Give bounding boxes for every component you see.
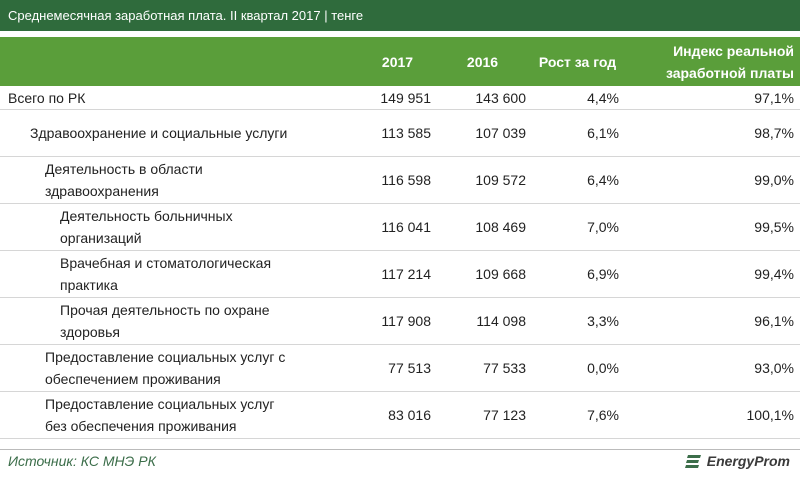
logo: EnergyProm (684, 453, 790, 469)
row-label-cell: Предоставление социальных услуг без обес… (0, 391, 360, 439)
value-cell: 6,4% (530, 156, 625, 204)
row-label-cell: Предоставление социальных услуг с обеспе… (0, 344, 360, 392)
value-cell: 6,1% (530, 109, 625, 157)
row-label: Предоставление социальных услуг с обеспе… (45, 349, 286, 387)
value-cell: 113 585 (360, 109, 435, 157)
value-cell: 100,1% (625, 391, 800, 439)
value-cell: 99,0% (625, 156, 800, 204)
table-row: Прочая деятельность по охране здоровья 11… (0, 297, 800, 345)
value-cell: 99,4% (625, 250, 800, 298)
row-label: Здравоохранение и социальные услуги (30, 125, 288, 141)
table-row: Деятельность больничных организаций 116 0… (0, 203, 800, 251)
value-cell: 149 951 (360, 86, 435, 110)
value-cell: 116 041 (360, 203, 435, 251)
value-cell: 143 600 (435, 86, 530, 110)
value-cell: 93,0% (625, 344, 800, 392)
row-label-cell: Деятельность больничных организаций (0, 203, 360, 251)
row-label: Деятельность в области здравоохранения (45, 161, 203, 199)
table-body: Всего по РК 149 951 143 600 4,4% 97,1% Здраво… (0, 86, 800, 439)
table-row: Предоставление социальных услуг с обеспе… (0, 344, 800, 392)
value-cell: 116 598 (360, 156, 435, 204)
table-row: Здравоохранение и социальные услуги 113 5… (0, 109, 800, 157)
value-cell: 97,1% (625, 86, 800, 110)
value-cell: 114 098 (435, 297, 530, 345)
header-row: 2017 2016 Рост за год Индекс реальной зараб… (0, 37, 800, 86)
table-row: Предоставление социальных услуг без обес… (0, 391, 800, 439)
column-header: Индекс реальной заработной платы (625, 37, 800, 86)
value-cell: 6,9% (530, 250, 625, 298)
row-label-cell: Здравоохранение и социальные услуги (0, 109, 360, 157)
row-label: Врачебная и стоматологическая практика (60, 255, 272, 293)
column-header: Рост за год (530, 37, 625, 86)
row-label-cell: Врачебная и стоматологическая практика (0, 250, 360, 298)
data-table: 2017 2016 Рост за год Индекс реальной зараб… (0, 37, 800, 439)
column-header: 2016 (435, 37, 530, 86)
row-label: Всего по РК (8, 89, 86, 106)
value-cell: 117 908 (360, 297, 435, 345)
header-corner (0, 37, 360, 86)
value-cell: 7,0% (530, 203, 625, 251)
value-cell: 117 214 (360, 250, 435, 298)
value-cell: 98,7% (625, 109, 800, 157)
row-label: Деятельность больничных организаций (60, 208, 233, 246)
value-cell: 83 016 (360, 391, 435, 439)
value-cell: 77 513 (360, 344, 435, 392)
value-cell: 99,5% (625, 203, 800, 251)
footer-rule (0, 449, 800, 450)
logo-icon (684, 455, 701, 468)
value-cell: 108 469 (435, 203, 530, 251)
value-cell: 107 039 (435, 109, 530, 157)
row-label-cell: Всего по РК (0, 86, 360, 110)
column-header: 2017 (360, 37, 435, 86)
table-row: Всего по РК 149 951 143 600 4,4% 97,1% (0, 86, 800, 110)
value-cell: 3,3% (530, 297, 625, 345)
value-cell: 96,1% (625, 297, 800, 345)
row-label: Предоставление социальных услуг без обес… (45, 396, 275, 434)
value-cell: 109 668 (435, 250, 530, 298)
value-cell: 109 572 (435, 156, 530, 204)
table-row: Врачебная и стоматологическая практика 11… (0, 250, 800, 298)
value-cell: 4,4% (530, 86, 625, 110)
source-note: Источник: КС МНЭ РК (8, 453, 156, 469)
row-label-cell: Деятельность в области здравоохранения (0, 156, 360, 204)
table-row: Деятельность в области здравоохранения 11… (0, 156, 800, 204)
value-cell: 0,0% (530, 344, 625, 392)
value-cell: 7,6% (530, 391, 625, 439)
logo-text: EnergyProm (706, 453, 790, 469)
row-label: Прочая деятельность по охране здоровья (60, 302, 270, 340)
value-cell: 77 123 (435, 391, 530, 439)
title-bar: Среднемесячная заработная плата. II квар… (0, 0, 800, 31)
row-label-cell: Прочая деятельность по охране здоровья (0, 297, 360, 345)
value-cell: 77 533 (435, 344, 530, 392)
